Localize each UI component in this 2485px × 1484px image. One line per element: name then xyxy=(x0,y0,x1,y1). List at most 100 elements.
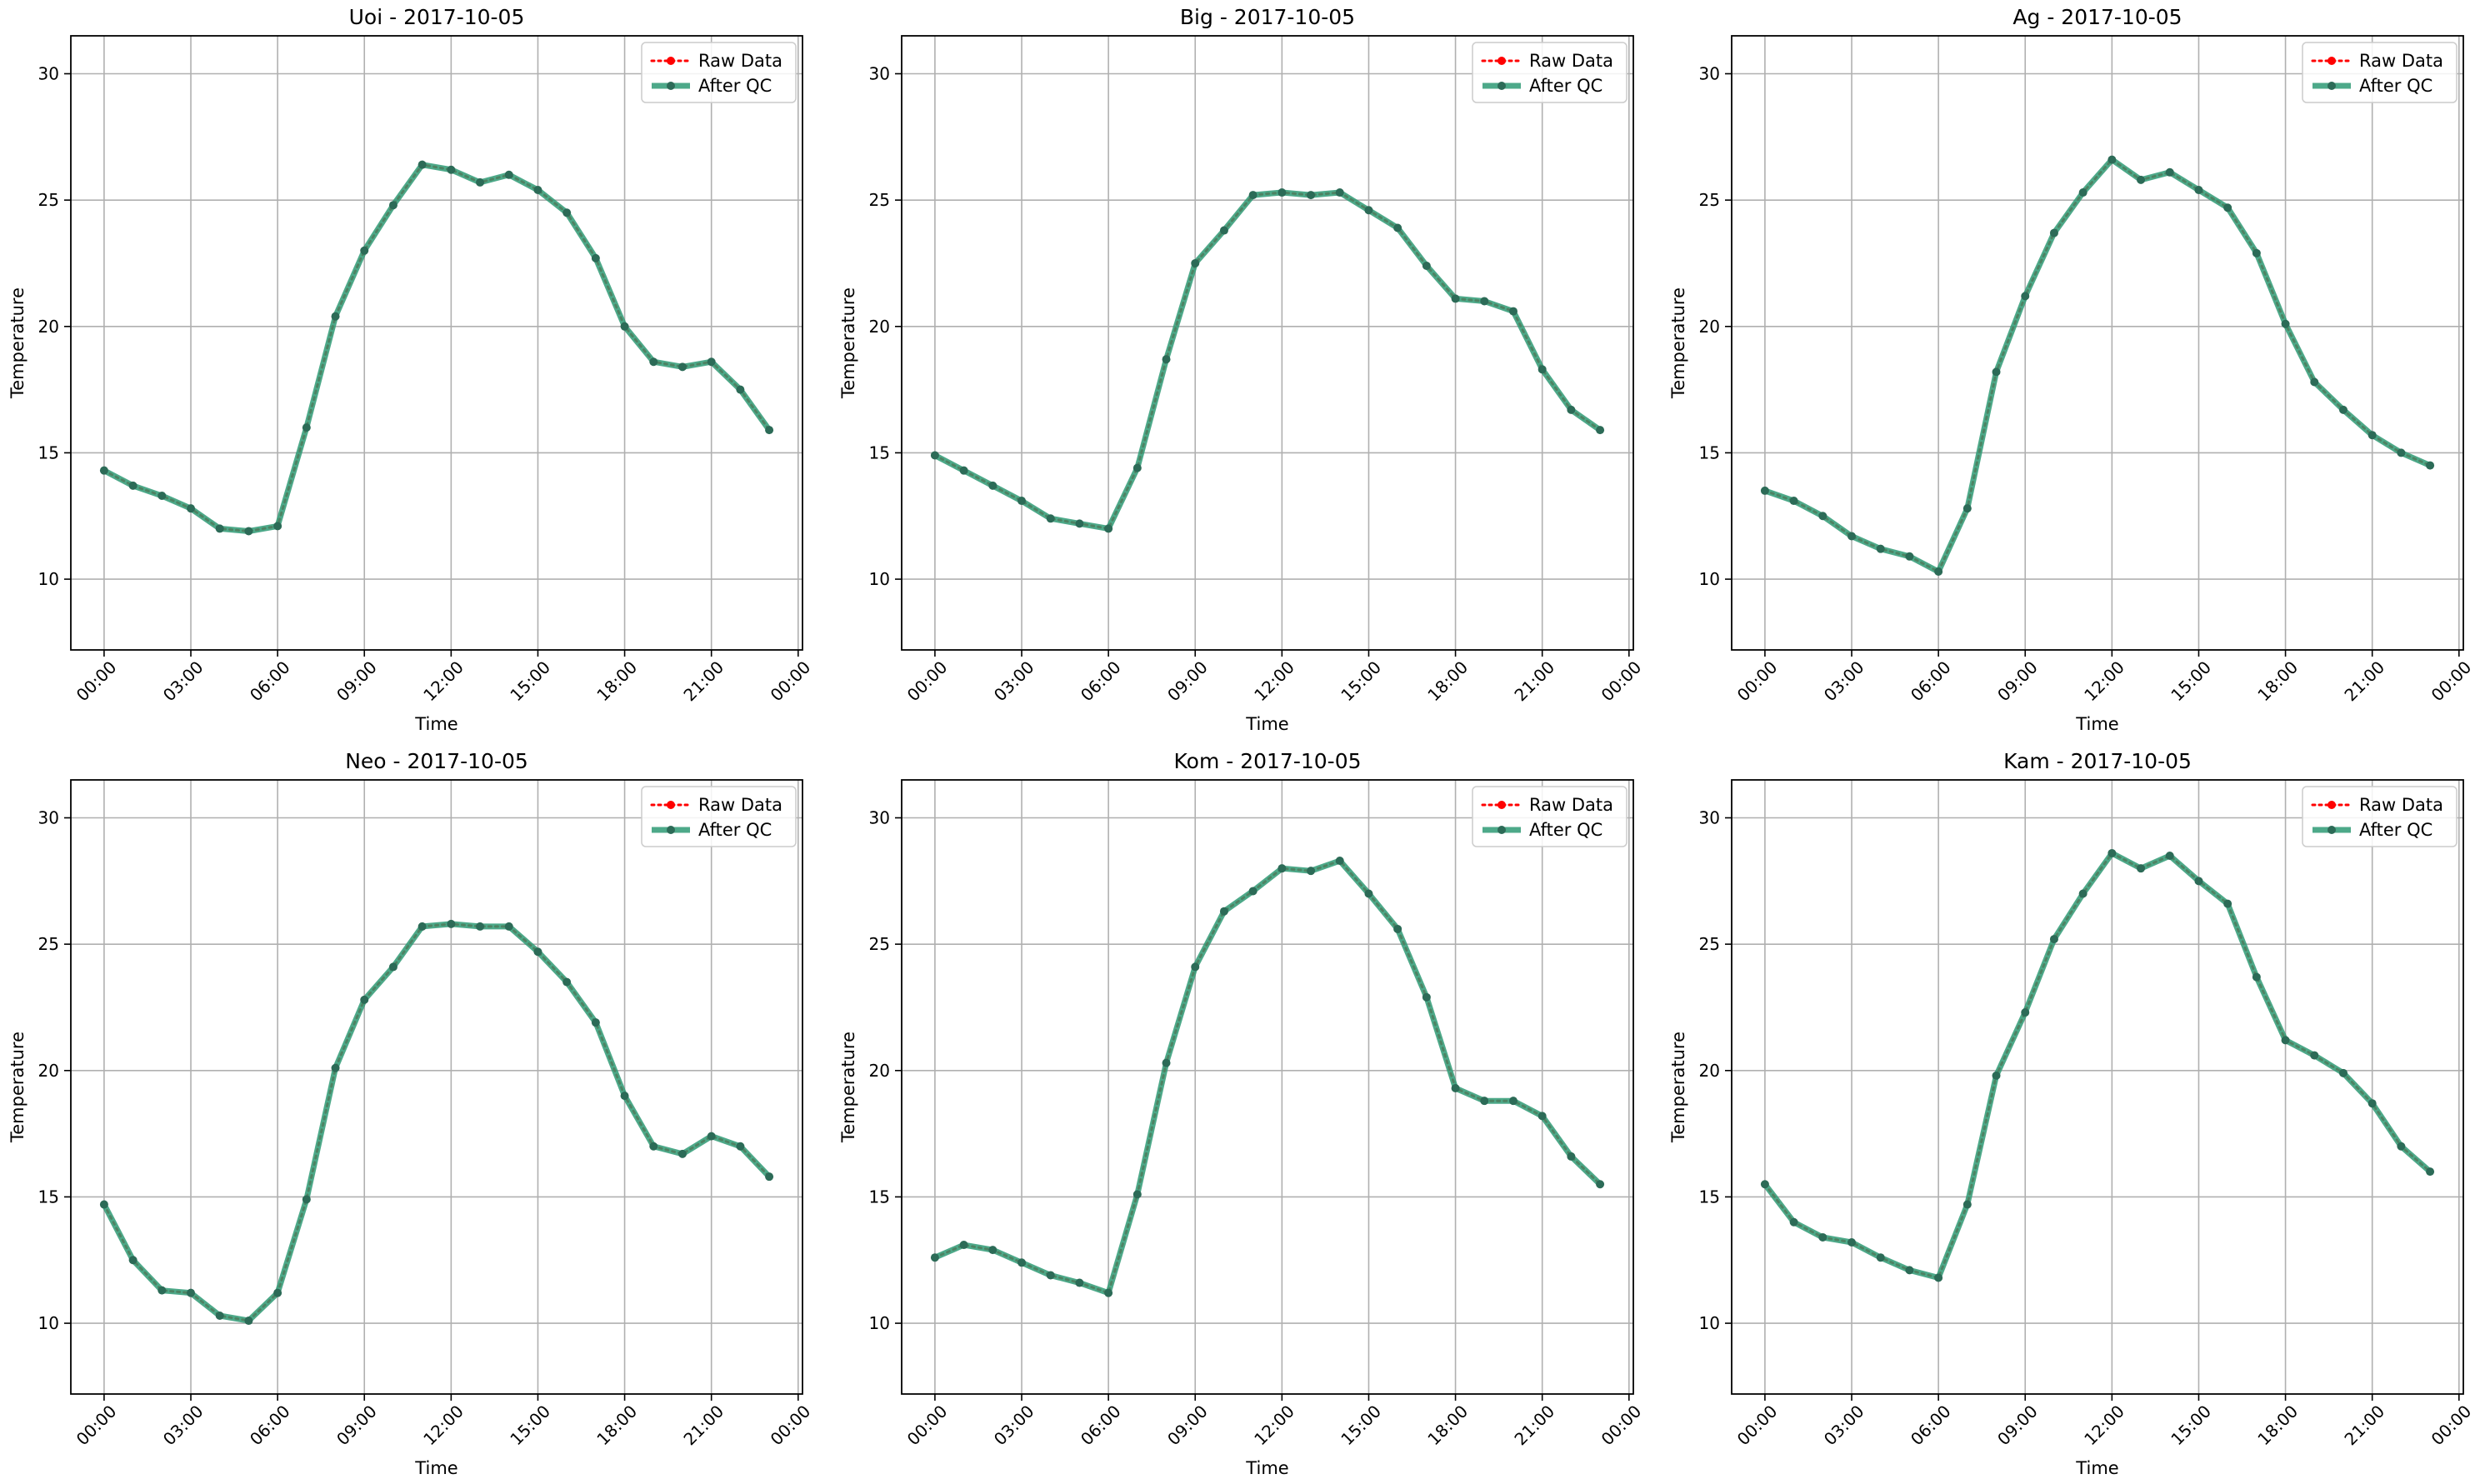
after-qc-point xyxy=(2426,1167,2435,1177)
after-qc-point xyxy=(1538,365,1547,374)
after-qc-point xyxy=(2338,1068,2348,1077)
after-qc-point xyxy=(2194,877,2203,886)
after-qc-point xyxy=(2252,972,2261,982)
after-qc-point xyxy=(1876,544,1885,553)
legend: Raw Data After QC xyxy=(641,786,797,847)
legend-raw-data-marker xyxy=(2328,801,2336,809)
after-qc-point xyxy=(1248,191,1258,200)
y-tick-label: 25 xyxy=(1699,934,1720,954)
after-qc-point xyxy=(678,1149,687,1158)
after-qc-point xyxy=(447,919,456,928)
x-tick-label: 12:00 xyxy=(419,657,468,706)
legend-raw-data-marker xyxy=(667,801,675,809)
y-axis-label: Temperature xyxy=(838,1032,858,1143)
after-qc-point xyxy=(1760,1180,1769,1189)
x-tick-label: 09:00 xyxy=(1993,657,2042,706)
legend-after-qc-label: After QC xyxy=(1529,76,1602,96)
x-tick-label: 00:00 xyxy=(2428,1402,2476,1450)
after-qc-point xyxy=(2021,292,2030,301)
after-qc-point xyxy=(1219,907,1228,916)
series-raw-data xyxy=(931,188,1604,532)
after-qc-point xyxy=(649,357,658,367)
legend-after-qc-marker xyxy=(2328,826,2336,834)
after-qc-point xyxy=(1393,223,1402,232)
after-qc-point xyxy=(2049,935,2058,944)
y-axis-label: Temperature xyxy=(8,1032,28,1143)
x-tick-label: 12:00 xyxy=(1250,657,1298,706)
legend-after-qc-marker xyxy=(667,826,675,834)
after-qc-point xyxy=(331,312,340,321)
after-qc-point xyxy=(1307,867,1316,876)
after-qc-point xyxy=(765,426,774,435)
y-tick-label: 15 xyxy=(38,1187,59,1207)
x-tick-label: 06:00 xyxy=(246,657,294,706)
x-tick-label: 21:00 xyxy=(2340,1402,2388,1450)
after-qc-point xyxy=(360,246,369,255)
after-qc-point xyxy=(331,1063,340,1072)
x-axis-label: Time xyxy=(414,1458,458,1478)
after-qc-point xyxy=(1848,1238,1857,1247)
after-qc-point xyxy=(99,1200,108,1209)
after-qc-point xyxy=(99,466,108,475)
after-qc-point xyxy=(988,481,998,490)
after-qc-point xyxy=(418,160,427,169)
x-tick-label: 06:00 xyxy=(1907,1402,1955,1450)
after-qc-point xyxy=(1132,1190,1142,1199)
raw-data-line xyxy=(102,163,771,533)
after-qc-point xyxy=(1393,924,1402,933)
series-after-qc xyxy=(99,160,774,536)
after-qc-point xyxy=(504,170,513,179)
after-qc-point xyxy=(1075,1278,1084,1287)
x-tick-label: 18:00 xyxy=(2253,657,2302,706)
after-qc-point xyxy=(476,177,485,187)
x-tick-label: 21:00 xyxy=(2340,657,2388,706)
after-qc-point xyxy=(959,1241,968,1250)
legend-raw-data-label: Raw Data xyxy=(1529,795,1613,815)
after-qc-point xyxy=(1335,188,1344,197)
after-qc-point xyxy=(302,1195,311,1204)
after-qc-point xyxy=(128,481,138,490)
x-tick-label: 06:00 xyxy=(1907,657,1955,706)
after-qc-point xyxy=(1046,1271,1055,1280)
after-qc-point xyxy=(1962,1200,1972,1209)
after-qc-point xyxy=(215,1311,224,1320)
legend-after-qc-label: After QC xyxy=(698,820,772,840)
after-qc-point xyxy=(1364,206,1373,215)
after-qc-point xyxy=(1248,887,1258,896)
after-qc-point xyxy=(1905,1266,1914,1275)
after-qc-point xyxy=(1104,524,1113,533)
y-tick-label: 25 xyxy=(1699,190,1720,210)
y-tick-label: 20 xyxy=(869,317,890,337)
after-qc-point xyxy=(1538,1112,1547,1121)
axes-frame xyxy=(901,779,1634,1395)
chart-title: Ag - 2017-10-05 xyxy=(2012,5,2182,29)
after-qc-line xyxy=(101,921,772,1324)
series-after-qc xyxy=(930,188,1605,533)
series-after-qc xyxy=(99,919,774,1326)
after-qc-point xyxy=(1596,426,1605,435)
series-after-qc xyxy=(1760,848,2435,1282)
raw-data-line xyxy=(1763,157,2432,574)
after-qc-point xyxy=(1132,463,1142,472)
legend-raw-data-marker xyxy=(667,57,675,65)
after-qc-point xyxy=(1876,1253,1885,1262)
x-axis-label: Time xyxy=(2075,714,2118,734)
after-qc-point xyxy=(1480,1097,1489,1106)
x-tick-label: 15:00 xyxy=(2167,1402,2215,1450)
after-qc-point xyxy=(2049,228,2058,237)
x-tick-label: 12:00 xyxy=(419,1402,468,1450)
chart-title: Neo - 2017-10-05 xyxy=(345,749,528,773)
after-qc-point xyxy=(1422,992,1431,1002)
after-qc-point xyxy=(187,504,196,513)
after-qc-point xyxy=(562,977,572,987)
after-qc-point xyxy=(1219,226,1228,235)
x-tick-label: 03:00 xyxy=(1820,1402,1868,1450)
after-qc-point xyxy=(2137,864,2146,873)
after-qc-point xyxy=(128,1256,138,1265)
y-axis-label: Temperature xyxy=(8,287,28,399)
after-qc-point xyxy=(1934,1273,1943,1282)
legend-raw-data-marker xyxy=(2328,57,2336,65)
after-qc-point xyxy=(244,527,253,536)
series-raw-data xyxy=(1761,156,2434,576)
